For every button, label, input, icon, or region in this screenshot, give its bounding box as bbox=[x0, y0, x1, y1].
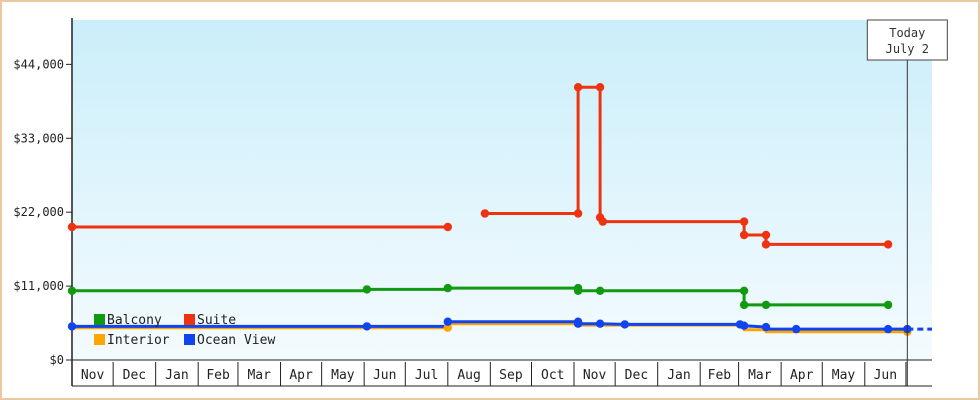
today-marker: Today July 2 bbox=[866, 19, 948, 386]
data-point-ocean-view bbox=[620, 320, 629, 329]
data-point-ocean-view bbox=[67, 322, 77, 331]
legend-swatch-ocean-view bbox=[184, 334, 195, 345]
x-tick-label: Apr bbox=[790, 368, 814, 383]
data-point-suite bbox=[573, 83, 583, 92]
x-tick-label: Jan bbox=[165, 368, 188, 383]
y-tick-label: $0 bbox=[50, 353, 64, 367]
today-label-date: July 2 bbox=[886, 42, 929, 56]
x-tick-label: Apr bbox=[289, 368, 313, 383]
x-tick-label: Mar bbox=[247, 368, 271, 383]
chart-legend: Balcony Suite Interior Ocean View bbox=[94, 313, 275, 348]
x-tick-label: Mar bbox=[748, 368, 772, 383]
x-tick-label: Oct bbox=[541, 368, 564, 383]
x-tick-label: Nov bbox=[583, 368, 607, 383]
data-point-suite bbox=[595, 83, 605, 92]
y-tick-label: $33,000 bbox=[13, 131, 64, 145]
data-point-suite bbox=[480, 209, 490, 218]
data-point-ocean-view bbox=[595, 319, 605, 328]
data-point-suite bbox=[67, 222, 77, 232]
x-tick-label: Aug bbox=[457, 368, 480, 383]
data-point-balcony bbox=[595, 286, 605, 295]
data-point-balcony bbox=[883, 300, 893, 310]
legend-label-ocean-view: Ocean View bbox=[197, 333, 275, 348]
y-tick-label: $44,000 bbox=[13, 57, 64, 71]
data-point-balcony bbox=[362, 285, 372, 294]
data-point-balcony bbox=[67, 286, 77, 295]
legend-swatch-suite bbox=[184, 314, 195, 325]
data-point-suite bbox=[598, 217, 607, 226]
data-point-suite bbox=[739, 230, 749, 240]
x-tick-label: Sep bbox=[499, 368, 523, 383]
data-point-ocean-view bbox=[443, 317, 452, 326]
today-label-box bbox=[866, 19, 948, 61]
today-label-line1: Today bbox=[889, 26, 925, 40]
x-tick-label: Feb bbox=[708, 368, 732, 383]
plot-background bbox=[72, 20, 932, 360]
legend-label-interior: Interior bbox=[107, 333, 170, 348]
legend-label-suite: Suite bbox=[197, 313, 236, 328]
data-point-suite bbox=[739, 217, 749, 226]
x-tick-label: Jan bbox=[667, 368, 690, 383]
data-point-interior bbox=[443, 323, 452, 332]
legend-label-balcony: Balcony bbox=[107, 313, 162, 328]
data-point-suite bbox=[443, 222, 452, 232]
data-point-ocean-view bbox=[761, 322, 771, 332]
x-tick-label: Dec bbox=[123, 368, 146, 383]
x-tick-label: May bbox=[331, 368, 355, 383]
data-point-balcony bbox=[573, 286, 583, 295]
y-tick-label: $22,000 bbox=[13, 205, 64, 219]
data-point-suite bbox=[761, 240, 771, 249]
data-point-ocean-view bbox=[362, 322, 372, 331]
x-tick-label: Nov bbox=[81, 368, 105, 383]
data-point-ocean-view bbox=[883, 324, 893, 334]
data-point-suite bbox=[573, 209, 583, 218]
data-point-balcony bbox=[761, 300, 771, 310]
data-point-suite bbox=[883, 240, 893, 249]
x-tick-label: Jun bbox=[373, 368, 396, 383]
y-tick-label: $11,000 bbox=[13, 279, 64, 293]
x-tick-label: Jul bbox=[415, 368, 438, 383]
x-tick-label: May bbox=[832, 368, 856, 383]
data-point-ocean-view bbox=[739, 321, 749, 330]
data-point-ocean-view bbox=[792, 324, 801, 334]
x-tick-label: Jun bbox=[874, 368, 897, 383]
x-tick-label: Feb bbox=[206, 368, 230, 383]
axes-layer: $0 $11,000 $22,000 $33,000 $44,000 Nov Dec Jan F… bbox=[13, 18, 932, 387]
data-point-balcony bbox=[739, 286, 749, 295]
x-tick-label: Dec bbox=[625, 368, 648, 383]
data-point-suite bbox=[761, 230, 771, 240]
legend-swatch-interior bbox=[94, 334, 105, 345]
data-point-balcony bbox=[443, 283, 452, 293]
legend-swatch-balcony bbox=[94, 314, 105, 325]
data-point-ocean-view bbox=[573, 319, 583, 328]
data-point-balcony bbox=[739, 300, 749, 310]
